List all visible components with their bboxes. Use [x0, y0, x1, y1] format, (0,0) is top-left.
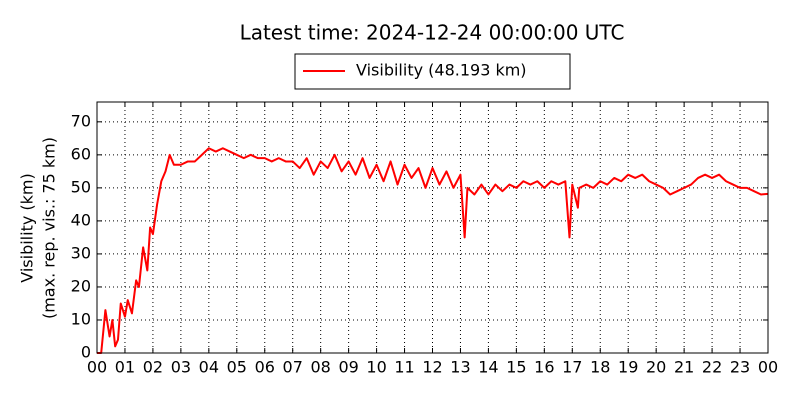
- x-tick-label: 18: [590, 358, 610, 377]
- y-tick-label: 50: [71, 177, 91, 196]
- y-tick-label: 30: [71, 243, 91, 262]
- x-tick-label: 02: [143, 358, 163, 377]
- x-tick-label: 10: [366, 358, 386, 377]
- x-tick-label: 00: [758, 358, 778, 377]
- y-tick-label: 20: [71, 276, 91, 295]
- y-tick-label: 40: [71, 210, 91, 229]
- chart-title: Latest time: 2024-12-24 00:00:00 UTC: [240, 21, 625, 45]
- y-tick-label: 10: [71, 309, 91, 328]
- x-tick-label: 08: [310, 358, 330, 377]
- x-tick-label: 13: [450, 358, 470, 377]
- x-tick-label: 06: [255, 358, 275, 377]
- x-tick-label: 20: [646, 358, 666, 377]
- y-axis-label: (max. rep. vis.: 75 km): [40, 137, 59, 319]
- y-axis-label: Visibility (km): [18, 173, 37, 282]
- x-tick-label: 19: [618, 358, 638, 377]
- x-tick-label: 11: [394, 358, 414, 377]
- x-tick-label: 09: [338, 358, 358, 377]
- y-tick-label: 70: [71, 111, 91, 130]
- x-tick-label: 15: [506, 358, 526, 377]
- x-tick-label: 21: [674, 358, 694, 377]
- x-tick-label: 04: [199, 358, 219, 377]
- x-tick-label: 12: [422, 358, 442, 377]
- legend-label: Visibility (48.193 km): [356, 61, 527, 80]
- x-tick-label: 23: [730, 358, 750, 377]
- y-tick-label: 0: [81, 343, 91, 362]
- data-line: [97, 147, 769, 354]
- x-tick-label: 14: [478, 358, 498, 377]
- x-tick-label: 03: [171, 358, 191, 377]
- x-tick-label: 07: [283, 358, 303, 377]
- x-tick-label: 05: [227, 358, 247, 377]
- x-tick-label: 17: [562, 358, 582, 377]
- plot-frame: [96, 101, 769, 354]
- x-tick-label: 16: [534, 358, 554, 377]
- x-tick-label: 00: [87, 358, 107, 377]
- x-tick-label: 22: [702, 358, 722, 377]
- x-tick-label: 01: [115, 358, 135, 377]
- y-tick-label: 60: [71, 144, 91, 163]
